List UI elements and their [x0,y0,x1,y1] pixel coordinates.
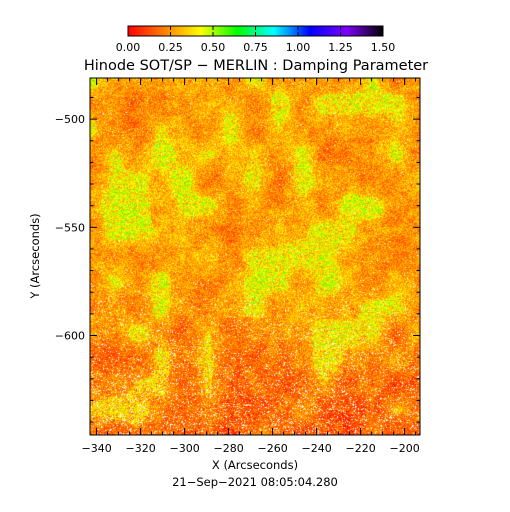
y-tick-label: −600 [55,329,85,342]
x-tick-label: −260 [257,442,287,455]
plot-area: −340 −320 −300 −280 −260 −240 −220 −200 −500 −55… [55,77,421,455]
colorbar-tick-label: 1.00 [286,41,311,54]
y-tick-label: −550 [55,221,85,234]
x-tick-label: −240 [301,442,331,455]
chart-title: Hinode SOT/SP − MERLIN : Damping Paramet… [84,58,428,74]
x-tick-label: −300 [169,442,199,455]
damping-heatmap-image [90,78,420,435]
y-axis-ticks [90,96,420,423]
x-tick-label: −340 [81,442,111,455]
y-axis-label: Y (Arcseconds) [28,213,42,299]
x-axis-ticks [96,78,417,435]
y-tick-label: −500 [55,113,85,126]
colorbar-tick-label: 1.50 [371,41,396,54]
colorbar-tick-label: 0.00 [116,41,141,54]
x-tick-label: −280 [213,442,243,455]
x-tick-label: −220 [345,442,375,455]
colorbar-tick-label: 1.25 [328,41,353,54]
plot-frame [89,77,421,436]
colorbar-tick-labels: 0.00 0.25 0.50 0.75 1.00 1.25 1.50 [116,41,396,54]
x-axis-label: X (Arcseconds) [212,458,298,472]
x-tick-label: −200 [389,442,419,455]
colorbar-gradient [128,26,383,36]
colorbar-ticks [127,26,384,36]
observation-timestamp: 21−Sep−2021 08:05:04.280 [172,475,338,489]
y-axis-tick-labels: −500 −550 −600 [55,113,85,342]
colorbar-tick-label: 0.75 [243,41,268,54]
colorbar: 0.00 0.25 0.50 0.75 1.00 1.25 1.50 [116,25,396,54]
x-tick-label: −320 [125,442,155,455]
colorbar-tick-label: 0.25 [158,41,183,54]
x-axis-tick-labels: −340 −320 −300 −280 −260 −240 −220 −200 [81,442,419,455]
colorbar-tick-label: 0.50 [201,41,226,54]
